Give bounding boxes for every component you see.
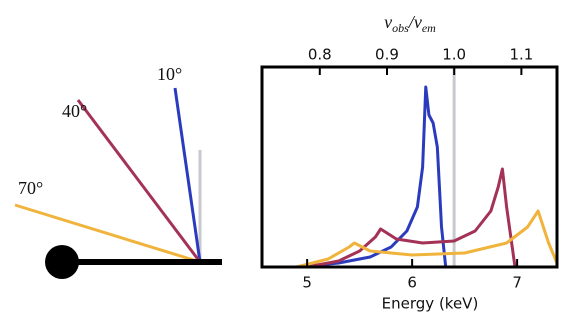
ray-label: 10°: [157, 64, 182, 84]
label-part: /v: [408, 12, 422, 32]
ray: [173, 87, 202, 263]
ray-label: 70°: [18, 178, 43, 198]
x-tick-label: 5: [302, 274, 312, 292]
ray: [14, 203, 201, 264]
label-part: em: [422, 21, 436, 35]
x2-tick-label: 0.8: [308, 46, 332, 64]
series-line: [296, 209, 559, 269]
x2-tick-label: 1.1: [509, 46, 533, 64]
series-line: [296, 85, 448, 269]
body: [45, 245, 79, 279]
ray: [76, 99, 202, 263]
label-part: v: [384, 12, 392, 32]
x-axis-label: Energy (keV): [382, 295, 479, 313]
x-tick-label: 7: [512, 274, 522, 292]
label-part: obs: [392, 21, 409, 35]
x2-axis-label: vobs/vem: [384, 12, 436, 35]
ray-label: 40°: [62, 101, 87, 121]
plot-frame: [260, 65, 559, 269]
x2-tick-label: 0.9: [375, 46, 399, 64]
x-tick-label: 6: [407, 274, 417, 292]
x2-tick-label: 1.0: [442, 46, 466, 64]
